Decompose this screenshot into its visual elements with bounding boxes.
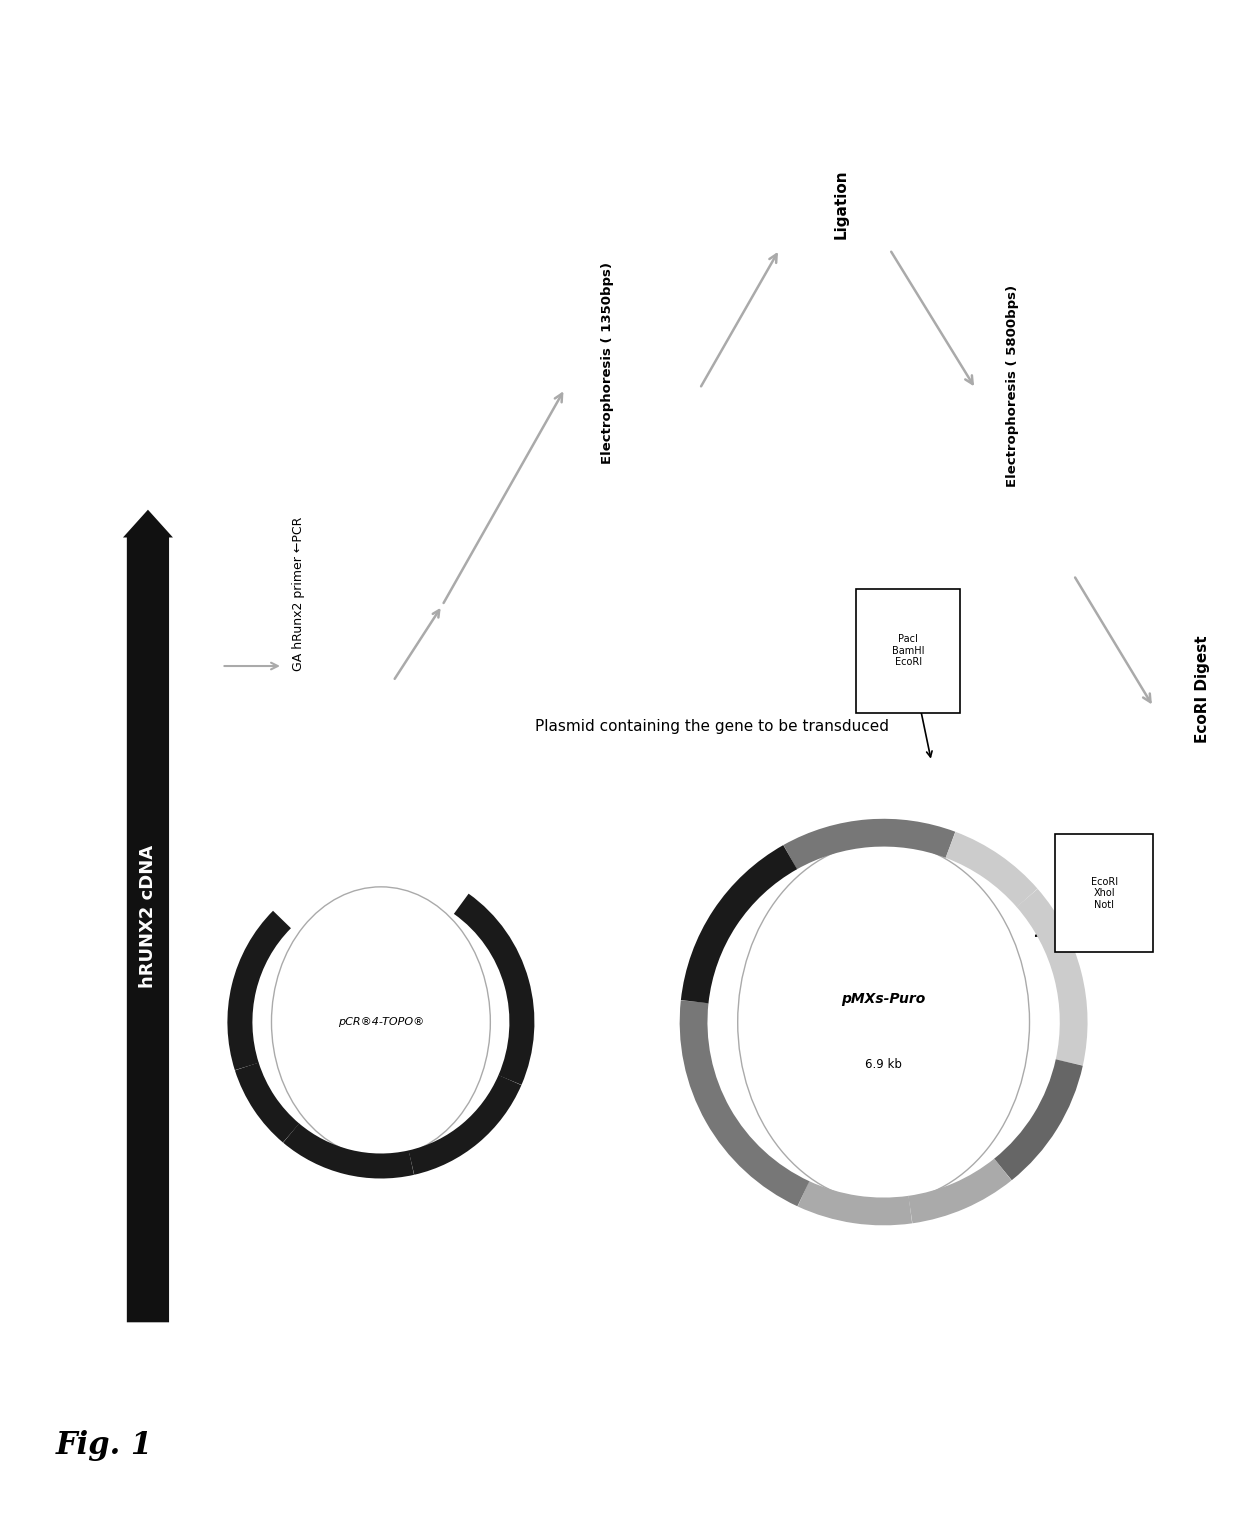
FancyBboxPatch shape	[856, 589, 960, 713]
Text: 5' MCS: 5' MCS	[1120, 962, 1135, 997]
Text: GA hRunx2 primer ←PCR: GA hRunx2 primer ←PCR	[293, 517, 305, 671]
Text: hRUNX2 cDNA: hRUNX2 cDNA	[139, 844, 157, 988]
Text: Plasmid containing the gene to be transduced: Plasmid containing the gene to be transd…	[534, 719, 889, 734]
Text: pUC ori: pUC ori	[315, 1191, 353, 1209]
Text: SV40: SV40	[986, 1229, 1013, 1249]
Text: EcoRI Digest: EcoRI Digest	[1195, 635, 1210, 743]
Text: Ampicillin: Ampicillin	[475, 1144, 520, 1183]
Text: 3' MCS: 3' MCS	[1085, 1128, 1110, 1162]
Text: 6.9 kb: 6.9 kb	[866, 1058, 901, 1070]
Text: 5' LTR
(MMLV): 5' LTR (MMLV)	[842, 766, 882, 787]
Text: PacI
BamHI
EcoRI: PacI BamHI EcoRI	[892, 635, 924, 668]
Text: Ampʳ: Ampʳ	[663, 878, 684, 905]
FancyBboxPatch shape	[1055, 835, 1153, 953]
Text: pCR®4-TOPO®: pCR®4-TOPO®	[337, 1017, 424, 1027]
Text: pMXs-Puro: pMXs-Puro	[842, 992, 926, 1006]
Text: LacZα-ccdB: LacZα-ccdB	[195, 957, 215, 1011]
Text: Fig. 1: Fig. 1	[56, 1431, 153, 1462]
Text: Ligation: Ligation	[833, 170, 848, 239]
Text: ψ: ψ	[1037, 827, 1049, 839]
Text: 3' LTR
(MMLV): 3' LTR (MMLV)	[646, 1113, 681, 1154]
Text: Electrophoresis ( 1350bps): Electrophoresis ( 1350bps)	[601, 261, 614, 463]
Text: Kanamycin: Kanamycin	[543, 946, 567, 1003]
Text: Puroʳ: Puroʳ	[827, 1258, 854, 1271]
Text: Electrophoresis ( 5800bps): Electrophoresis ( 5800bps)	[1006, 284, 1019, 486]
Text: EcoRI
XhoI
NotI: EcoRI XhoI NotI	[1091, 876, 1118, 910]
Text: Plac: Plac	[213, 1105, 231, 1127]
